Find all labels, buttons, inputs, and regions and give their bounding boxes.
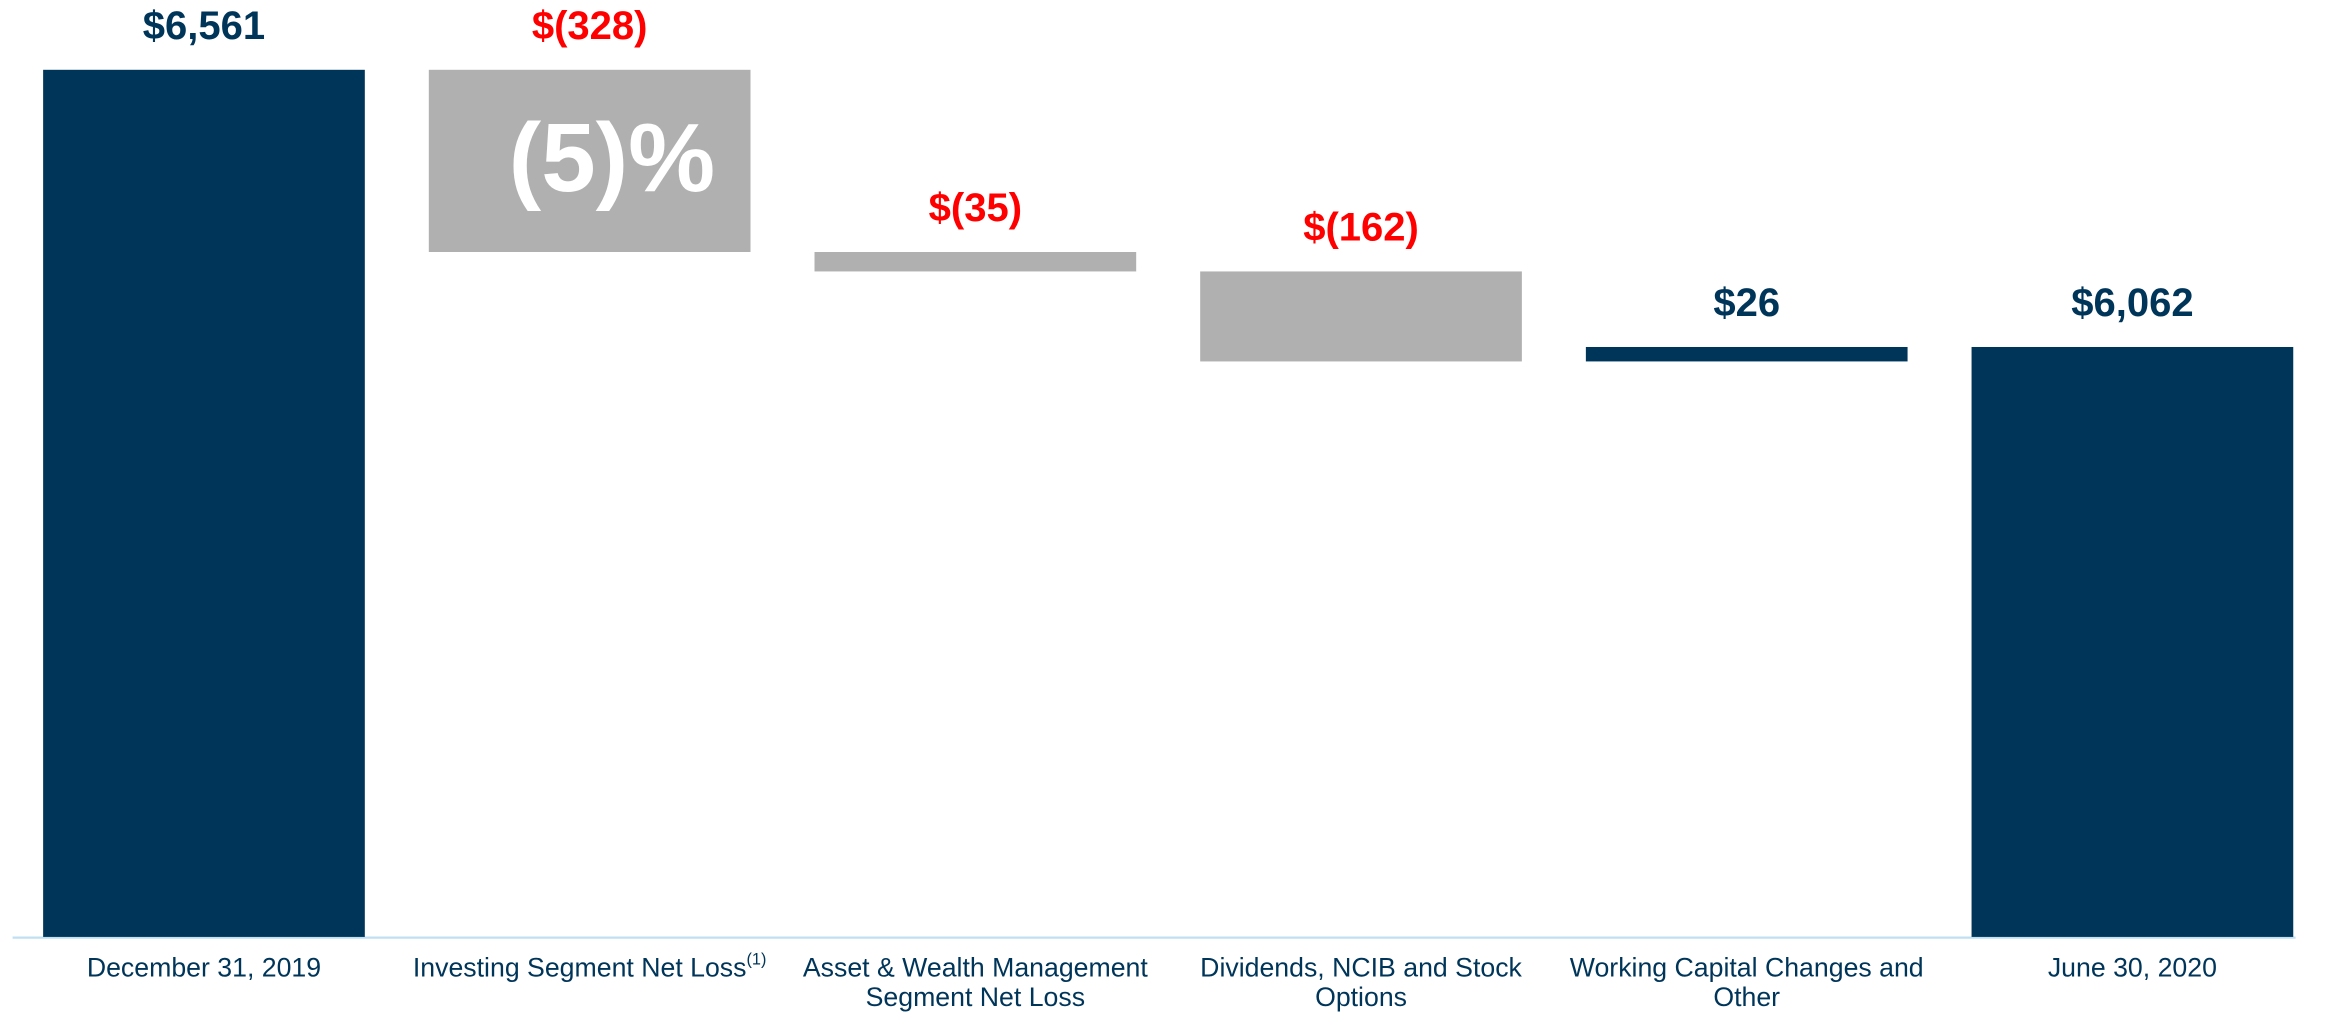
x-tick-label: Options: [1315, 982, 1407, 1012]
bar: [43, 69, 365, 937]
bar: [1971, 346, 2294, 937]
x-tick-label: Segment Net Loss: [866, 982, 1085, 1012]
footnote-mark: (1): [746, 951, 766, 969]
x-tick-label-text: Working Capital Changes and: [1570, 953, 1924, 983]
bar: [428, 69, 751, 252]
x-tick-label-text: Other: [1713, 982, 1780, 1012]
x-tick-label-text: December 31, 2019: [87, 953, 321, 983]
bar: [1200, 271, 1522, 362]
value-label: $26: [1713, 281, 1780, 325]
value-label: $(162): [1303, 206, 1419, 250]
value-label: $6,062: [2071, 281, 2193, 325]
x-tick-label-text: Investing Segment Net Loss: [413, 953, 747, 983]
x-tick-label: December 31, 2019: [87, 953, 321, 983]
x-tick-label: Dividends, NCIB and Stock: [1200, 953, 1522, 983]
annotation: (5)%: [509, 102, 716, 212]
value-label: $(328): [532, 4, 648, 48]
x-tick-label: Other: [1713, 982, 1780, 1012]
x-tick-label: Asset & Wealth Management: [803, 953, 1149, 983]
x-tick-label: Investing Segment Net Loss(1): [413, 951, 767, 983]
x-tick-label: June 30, 2020: [2048, 953, 2217, 983]
bar: [814, 251, 1137, 272]
value-label: $(35): [929, 186, 1022, 230]
value-label: $6,561: [143, 4, 265, 48]
x-tick-label-text: Options: [1315, 982, 1407, 1012]
x-tick-label-text: Segment Net Loss: [866, 982, 1085, 1012]
x-tick-label: Working Capital Changes and: [1570, 953, 1924, 983]
x-tick-label-text: Dividends, NCIB and Stock: [1200, 953, 1522, 983]
x-tick-label-text: Asset & Wealth Management: [803, 953, 1149, 983]
bar: [1585, 346, 1908, 362]
x-tick-label-text: June 30, 2020: [2048, 953, 2217, 983]
